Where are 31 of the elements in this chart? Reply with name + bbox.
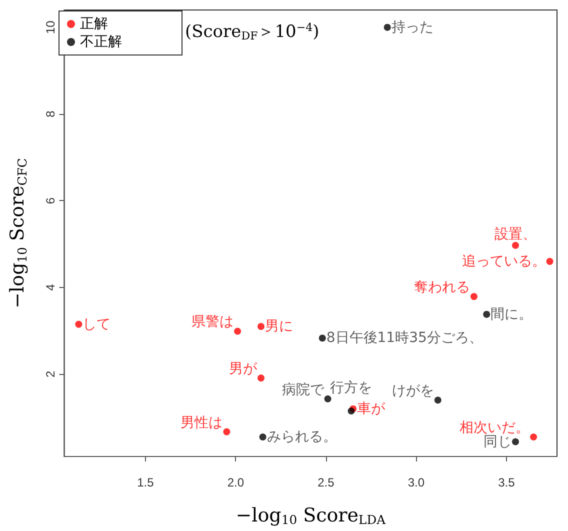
data-label: 男に bbox=[264, 318, 293, 334]
data-label: 奪われる bbox=[414, 280, 470, 296]
data-label: 県警は bbox=[192, 314, 234, 330]
x-tick-label: 3.0 bbox=[408, 476, 425, 490]
data-label: 男が bbox=[228, 361, 258, 378]
y-tick-label: 10 bbox=[43, 20, 58, 34]
x-tick-label: 1.5 bbox=[137, 476, 154, 490]
data-label: 持った bbox=[391, 19, 434, 36]
y-axis-title: −log10 ScoreCFC bbox=[6, 158, 30, 308]
data-label: 8日午後11時35分ごろ、 bbox=[326, 330, 483, 346]
y-tick-label: 8 bbox=[43, 110, 58, 118]
data-label: みられる。 bbox=[266, 428, 337, 445]
y-tick-label: 6 bbox=[43, 197, 58, 204]
legend-label: 正解 bbox=[80, 16, 108, 32]
data-label: 行方を bbox=[330, 380, 372, 396]
data-label: 間に。 bbox=[490, 306, 533, 322]
y-tick-label: 2 bbox=[43, 370, 58, 378]
x-tick-label: 2.0 bbox=[227, 476, 244, 490]
data-label: 病院で bbox=[282, 382, 325, 398]
legend-label: 不正解 bbox=[80, 34, 122, 50]
data-label: 設置、 bbox=[494, 226, 536, 242]
data-label: けがを bbox=[392, 383, 434, 400]
data-label: 同じ bbox=[483, 434, 512, 450]
data-label: して bbox=[82, 316, 111, 332]
data-label: 車が bbox=[357, 400, 386, 417]
x-tick-label: 3.5 bbox=[498, 476, 516, 490]
data-label: 追っている。 bbox=[462, 253, 546, 270]
y-tick-label: 4 bbox=[43, 284, 58, 291]
data-label: 相次いだ。 bbox=[460, 420, 530, 436]
x-tick-label: 2.5 bbox=[318, 476, 335, 490]
data-label: 男性は bbox=[180, 414, 223, 431]
